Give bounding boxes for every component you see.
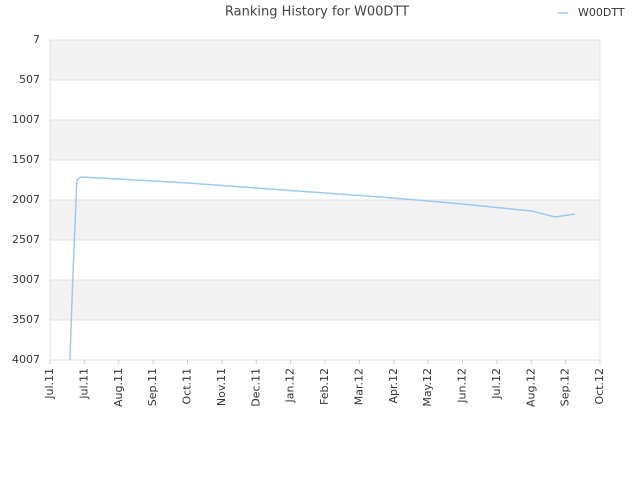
y-tick-label: 4007 [12, 353, 40, 366]
y-tick-label: 2507 [12, 233, 40, 246]
grid-band [50, 120, 600, 160]
y-tick-label: 1007 [12, 113, 40, 126]
grid-band [50, 40, 600, 80]
y-tick-label: 3007 [12, 273, 40, 286]
x-tick-label: Aug.12 [524, 368, 537, 407]
x-tick-label: Apr.12 [387, 368, 400, 404]
grid-band [50, 80, 600, 120]
series-line [69, 176, 576, 361]
x-tick-label: Jul.11 [43, 368, 56, 400]
x-tick-label: Sep.11 [146, 368, 159, 406]
y-tick-label: 7 [33, 33, 40, 46]
x-tick-label: Aug.11 [112, 368, 125, 407]
chart-title: Ranking History for W00DTT [225, 5, 409, 20]
y-tick-label: 507 [19, 73, 40, 86]
grid-band [50, 280, 600, 320]
x-tick-label: Dec.11 [249, 368, 262, 407]
y-tick-label: 1507 [12, 153, 40, 166]
x-tick-label: May.12 [421, 368, 434, 407]
y-tick-label: 3507 [12, 313, 40, 326]
grid-band [50, 320, 600, 360]
x-tick-label: Mar.12 [352, 368, 365, 405]
x-tick-label: Nov.11 [215, 368, 228, 406]
x-tick-label: Feb.12 [318, 368, 331, 405]
legend-label: W00DTT [578, 6, 625, 19]
x-tick-label: Jul.12 [490, 368, 503, 400]
x-tick-label: Oct.11 [181, 368, 194, 405]
x-tick-label: Oct.12 [593, 368, 606, 405]
grid-band [50, 240, 600, 280]
x-tick-label: Sep.12 [559, 368, 572, 406]
x-tick-label: Jun.12 [456, 368, 469, 404]
x-tick-label: Jul.11 [77, 368, 90, 400]
y-tick-label: 2007 [12, 193, 40, 206]
grid-band [50, 200, 600, 240]
x-tick-label: Jan.12 [284, 368, 297, 403]
